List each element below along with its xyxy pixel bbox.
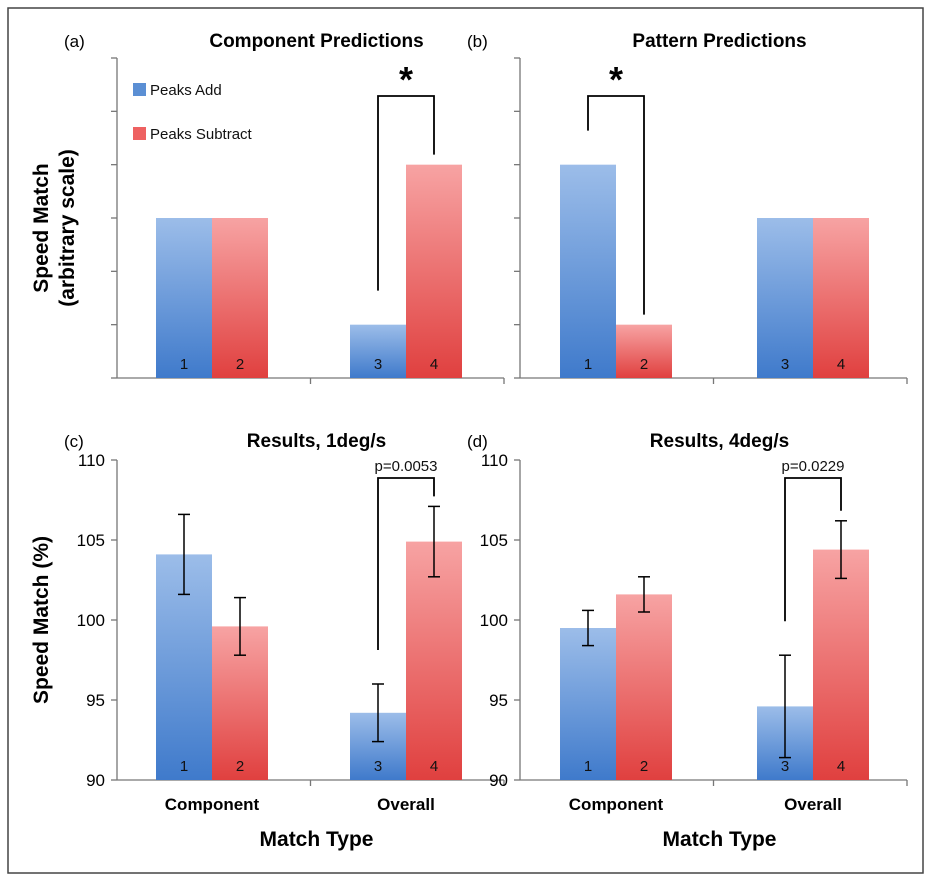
p-value-label: p=0.0053 (375, 458, 438, 475)
panels: (a) Component Predictions 1 3 2 4 * Speed Match… (30, 31, 908, 851)
y-tick-label: 90 (489, 771, 508, 790)
bar-number-label: 1 (584, 758, 592, 775)
bar-number-label: 2 (640, 758, 648, 775)
bar-peaks-subtract (616, 594, 672, 780)
y-tick-label: 105 (77, 531, 105, 550)
y-tick-label: 100 (77, 611, 105, 630)
significance-star: * (609, 59, 623, 100)
y-tick-label: 95 (86, 691, 105, 710)
panel-letter: (b) (467, 32, 488, 51)
bar-peaks-subtract (212, 218, 268, 378)
x-axis-label: Match Type (260, 828, 374, 851)
y-tick-label: 105 (480, 531, 508, 550)
bar-number-label: 4 (430, 758, 438, 775)
panel-letter: (a) (64, 32, 85, 51)
bar-number-label: 3 (374, 758, 382, 775)
panel-c: (c) Results, 1deg/s 90 95 100 105 110 1 3 2 4 Compo… (30, 431, 505, 851)
bar-peaks-add (560, 164, 616, 378)
significance-bracket (784, 477, 842, 622)
y-tick-label: 90 (86, 771, 105, 790)
bar-number-label: 1 (180, 758, 188, 775)
x-axis-label: Match Type (663, 828, 777, 851)
bar-number-label: 2 (640, 356, 648, 373)
bar-number-label: 3 (374, 356, 382, 373)
y-axis-label: Speed Match (arbitrary scale) (30, 149, 79, 307)
bar-number-label: 2 (236, 758, 244, 775)
category-label: Component (165, 795, 260, 814)
bar-number-label: 4 (430, 356, 438, 373)
legend-swatch (133, 83, 146, 96)
panel-title: Results, 1deg/s (247, 431, 386, 452)
bar-number-label: 3 (781, 356, 789, 373)
significance-star: * (399, 59, 413, 100)
panel-title: Component Predictions (209, 31, 423, 52)
bar-number-label: 4 (837, 356, 845, 373)
bar-peaks-subtract (813, 218, 869, 378)
bar-peaks-add (156, 218, 212, 378)
significance-bracket (377, 477, 435, 650)
panel-a: (a) Component Predictions 1 3 2 4 * Speed Match… (30, 31, 505, 384)
panel-letter: (d) (467, 432, 488, 451)
p-value-label: p=0.0229 (782, 458, 845, 475)
significance-bracket (377, 95, 435, 291)
bar-peaks-subtract (616, 324, 672, 378)
legend-swatch (133, 127, 146, 140)
panel-title: Pattern Predictions (632, 31, 806, 52)
legend-entry: Peaks Subtract (150, 126, 253, 143)
bar-peaks-subtract (406, 164, 462, 378)
panel-title: Results, 4deg/s (650, 431, 789, 452)
bar-peaks-add (350, 324, 406, 378)
y-axis-label-line: (arbitrary scale) (56, 149, 79, 307)
bar-number-label: 3 (781, 758, 789, 775)
bar-peaks-add (757, 218, 813, 378)
y-axis-label-line: Speed Match (30, 163, 53, 293)
bar-number-label: 4 (837, 758, 845, 775)
panel-d: (d) Results, 4deg/s 90 95 100 105 110 1 3 2 4 Compo… (467, 431, 908, 851)
significance-bracket (587, 95, 645, 315)
bar-peaks-add (560, 628, 616, 780)
y-tick-label: 100 (480, 611, 508, 630)
bar-peaks-subtract (406, 541, 462, 780)
category-label: Component (569, 795, 664, 814)
category-label: Overall (784, 795, 842, 814)
panel-letter: (c) (64, 432, 84, 451)
panel-b: (b) Pattern Predictions 1 3 2 4 * (467, 31, 908, 384)
y-tick-label: 110 (481, 451, 508, 470)
y-axis-label: Speed Match (%) (30, 536, 53, 704)
bar-number-label: 1 (584, 356, 592, 373)
category-label: Overall (377, 795, 435, 814)
y-tick-label: 110 (78, 451, 105, 470)
y-tick-label: 95 (489, 691, 508, 710)
bar-number-label: 1 (180, 356, 188, 373)
bar-number-label: 2 (236, 356, 244, 373)
legend-entry: Peaks Add (150, 82, 222, 99)
bar-peaks-subtract (813, 549, 869, 780)
